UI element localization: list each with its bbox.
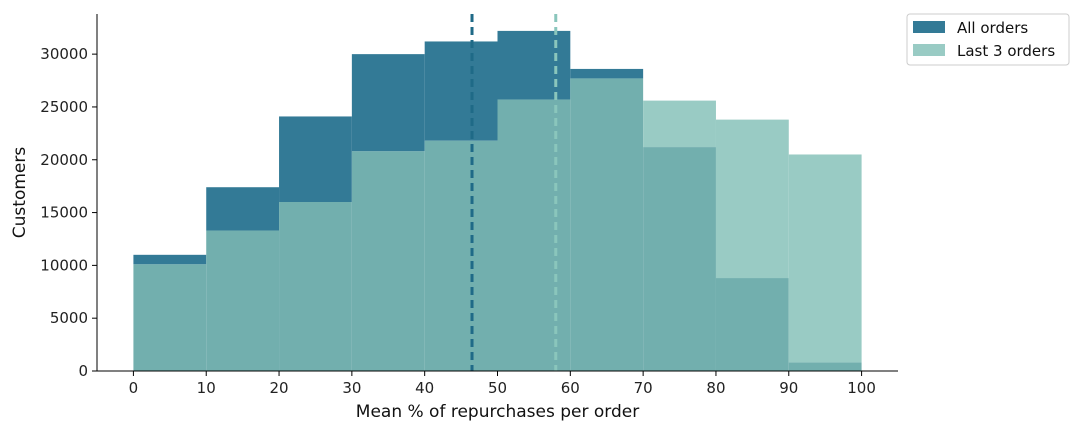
x-tick-label: 100 — [847, 379, 876, 397]
bar-last-3-orders-bin-70 — [643, 100, 716, 148]
x-tick-label: 50 — [488, 379, 507, 397]
legend-box — [906, 13, 1070, 66]
y-tick-label: 10000 — [40, 256, 88, 274]
bar-all-orders-bin-10 — [206, 187, 280, 231]
y-tick-label: 25000 — [40, 98, 88, 116]
legend: All orders Last 3 orders — [906, 13, 1070, 66]
bar-overlap-bin-60 — [570, 78, 644, 372]
y-tick-label: 0 — [78, 362, 88, 380]
x-tick-label: 20 — [269, 379, 288, 397]
x-tick-label: 80 — [706, 379, 725, 397]
y-tick-label: 15000 — [40, 204, 88, 222]
y-ticks: 0 5000 10000 15000 20000 25000 30000 — [40, 45, 97, 380]
y-axis-title: Customers — [10, 147, 30, 239]
bar-all-orders-bin-60 — [570, 68, 644, 79]
x-tick-label: 40 — [415, 379, 434, 397]
x-axis-title: Mean % of repurchases per order — [356, 402, 639, 422]
bar-overlap-bin-0 — [133, 264, 207, 371]
y-tick-label: 20000 — [40, 151, 88, 169]
legend-swatch-last-3-orders — [913, 44, 945, 56]
histogram-bars — [133, 30, 862, 372]
bar-all-orders-bin-50 — [497, 30, 571, 100]
x-tick-label: 10 — [197, 379, 216, 397]
bar-all-orders-bin-0 — [133, 254, 207, 265]
x-ticks: 0 10 20 30 40 50 60 70 80 90 100 — [129, 371, 876, 397]
bar-overlap-bin-50 — [497, 99, 571, 371]
bar-all-orders-bin-40 — [424, 41, 498, 141]
bar-overlap-bin-20 — [279, 202, 352, 371]
legend-label-all-orders: All orders — [957, 19, 1028, 37]
legend-swatch-all-orders — [913, 21, 945, 33]
bar-overlap-bin-10 — [206, 230, 280, 371]
y-tick-label: 30000 — [40, 45, 88, 63]
x-tick-label: 30 — [342, 379, 361, 397]
bar-overlap-bin-40 — [424, 140, 498, 371]
bar-overlap-bin-90 — [788, 362, 862, 371]
bar-overlap-bin-80 — [715, 278, 789, 371]
bar-overlap-bin-70 — [643, 147, 716, 371]
bar-last-3-orders-bin-90 — [788, 154, 862, 363]
x-tick-label: 90 — [779, 379, 798, 397]
x-tick-label: 70 — [634, 379, 653, 397]
bar-overlap-bin-30 — [351, 151, 425, 371]
x-tick-label: 0 — [129, 379, 139, 397]
legend-label-last-3-orders: Last 3 orders — [957, 42, 1055, 60]
bar-all-orders-bin-30 — [351, 54, 425, 152]
x-tick-label: 60 — [561, 379, 580, 397]
bar-all-orders-bin-20 — [279, 116, 352, 203]
y-tick-label: 5000 — [50, 309, 88, 327]
mean-lines — [470, 14, 558, 371]
bar-last-3-orders-bin-80 — [715, 119, 789, 279]
